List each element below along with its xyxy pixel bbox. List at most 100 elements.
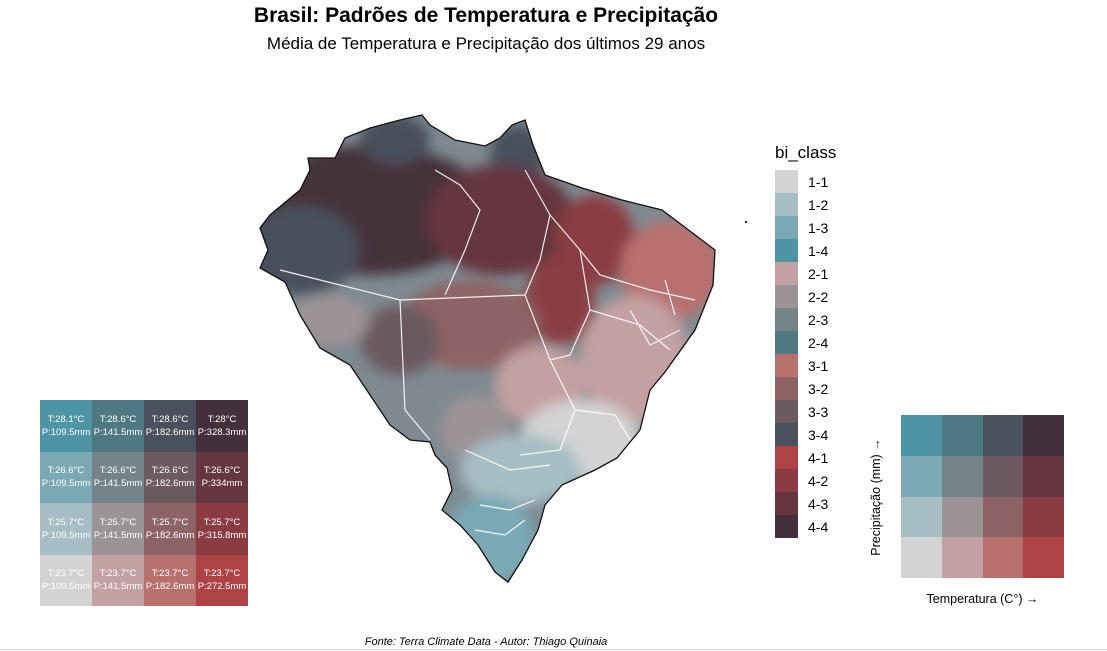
legend-label: 2-2	[808, 289, 829, 305]
bivariate-legend-cell	[1023, 415, 1064, 456]
value-cell: T:25.7°C P:141.5mm	[92, 503, 144, 555]
brazil-outline	[259, 114, 716, 583]
value-cell-temperature: T:25.7°C	[203, 516, 241, 528]
legend-label: 4-4	[808, 519, 829, 535]
value-cell-temperature: T:28°C	[207, 413, 237, 425]
brazil-map	[259, 114, 748, 583]
value-cell-precipitation: P:109.5mm	[41, 529, 91, 541]
legend-item: 4-2	[775, 469, 865, 492]
legend-item: 3-3	[775, 400, 865, 423]
legend-item: 4-1	[775, 446, 865, 469]
legend-swatch	[775, 331, 798, 354]
value-cell-temperature: T:25.7°C	[47, 516, 85, 528]
bivariate-legend-cell	[941, 455, 983, 497]
map-region-south	[445, 495, 535, 582]
legend-swatch	[775, 308, 798, 331]
legend-swatch	[775, 354, 798, 377]
value-cell: T:26.6°C P:182.6mm	[144, 451, 196, 503]
bivariate-legend-cell	[941, 496, 983, 538]
value-cell-precipitation: P:141.5mm	[93, 478, 143, 490]
bivariate-legend-cell	[1023, 537, 1064, 578]
value-cell: T:23.7°C P:141.5mm	[92, 554, 144, 606]
value-cell-temperature: T:28.1°C	[47, 413, 85, 425]
legend-swatch	[775, 239, 798, 262]
legend-item: 1-4	[775, 239, 865, 262]
value-cell-temperature: T:26.6°C	[99, 465, 137, 477]
value-cell: T:28°C P:328.3mm	[196, 400, 248, 452]
value-cell-precipitation: P:141.5mm	[93, 426, 143, 438]
map-region-acre	[290, 295, 370, 345]
legend-item: 2-4	[775, 331, 865, 354]
legend-item: 1-2	[775, 193, 865, 216]
legend-swatch	[775, 193, 798, 216]
value-cell: T:26.6°C P:109.5mm	[40, 451, 92, 503]
bivariate-legend-cell	[982, 537, 1024, 578]
legend-item: 4-3	[775, 492, 865, 515]
state-borders	[279, 169, 696, 536]
value-cell-precipitation: P:109.5mm	[41, 581, 91, 593]
legend-swatch	[775, 423, 798, 446]
value-cell: T:23.7°C P:272.5mm	[196, 554, 248, 606]
value-cell: T:28.6°C P:141.5mm	[92, 400, 144, 452]
value-cell-temperature: T:28.6°C	[99, 413, 137, 425]
legend-swatch	[775, 377, 798, 400]
legend-swatch	[775, 170, 798, 193]
value-cell: T:28.6°C P:182.6mm	[144, 400, 196, 452]
value-cell-temperature: T:23.7°C	[151, 568, 189, 580]
legend: 1-1 1-2 1-3 1-4 2-1 2-2 2-3 2-4 3-1 3-2 3-3 3-4 4-1 4…	[775, 170, 865, 538]
value-cell: T:26.6°C P:141.5mm	[92, 451, 144, 503]
bivariate-legend-cell	[1023, 496, 1064, 538]
value-cell-temperature: T:23.7°C	[203, 568, 241, 580]
legend-item: 3-2	[775, 377, 865, 400]
legend-label: 1-4	[808, 243, 829, 259]
legend-label: 4-2	[808, 473, 829, 489]
legend-label: 1-3	[808, 220, 829, 236]
value-cell-temperature: T:25.7°C	[99, 516, 137, 528]
legend-item: 2-1	[775, 262, 865, 285]
value-cell-temperature: T:26.6°C	[151, 465, 189, 477]
legend-label: 2-4	[808, 335, 829, 351]
legend-label: 3-4	[808, 427, 829, 443]
value-cell-temperature: T:23.7°C	[99, 568, 137, 580]
legend-item: 1-3	[775, 216, 865, 239]
value-cell: T:23.7°C P:182.6mm	[144, 554, 196, 606]
legend-item: 2-3	[775, 308, 865, 331]
value-cell-precipitation: P:334mm	[201, 478, 243, 490]
bivariate-legend-cell	[982, 455, 1024, 497]
legend-swatch	[775, 446, 798, 469]
bivariate-legend-cell	[982, 415, 1024, 456]
value-cell-temperature: T:26.6°C	[203, 465, 241, 477]
bivariate-legend-xlabel: Temperatura (C°) →	[926, 592, 1039, 606]
legend-item: 3-4	[775, 423, 865, 446]
legend-item: 1-1	[775, 170, 865, 193]
legend-swatch	[775, 216, 798, 239]
bivariate-legend-cell	[941, 415, 983, 456]
legend-label: 2-3	[808, 312, 829, 328]
legend-label: 1-2	[808, 197, 829, 213]
map-region-rondonia	[360, 305, 440, 375]
bottom-divider	[0, 649, 1107, 650]
map-region-amazonas-west	[260, 205, 360, 295]
legend-item: 3-1	[775, 354, 865, 377]
value-cell-precipitation: P:109.5mm	[41, 426, 91, 438]
bivariate-legend-cell	[901, 415, 942, 456]
value-cell: T:25.7°C P:315.8mm	[196, 503, 248, 555]
value-cell-precipitation: P:182.6mm	[145, 426, 195, 438]
value-cell-temperature: T:25.7°C	[151, 516, 189, 528]
map-region-roraima	[360, 115, 430, 165]
legend-swatch	[775, 262, 798, 285]
legend-label: 3-3	[808, 404, 829, 420]
value-cell-precipitation: P:182.6mm	[145, 478, 195, 490]
value-cell-precipitation: P:182.6mm	[145, 529, 195, 541]
legend-label: 3-2	[808, 381, 829, 397]
value-grid: T:28.1°C P:109.5mm T:28.6°C P:141.5mm T:28.6…	[40, 400, 248, 606]
map-region-southeast	[460, 435, 580, 505]
bivariate-legend-cell	[901, 496, 942, 538]
bivariate-legend-cell	[941, 537, 983, 578]
chart-title: Brasil: Padrões de Temperatura e Precipi…	[253, 4, 719, 27]
value-cell-precipitation: P:328.3mm	[197, 426, 247, 438]
value-cell: T:28.1°C P:109.5mm	[40, 400, 92, 452]
legend-label: 1-1	[808, 174, 829, 190]
legend-label: 4-3	[808, 496, 829, 512]
value-cell-temperature: T:26.6°C	[47, 465, 85, 477]
